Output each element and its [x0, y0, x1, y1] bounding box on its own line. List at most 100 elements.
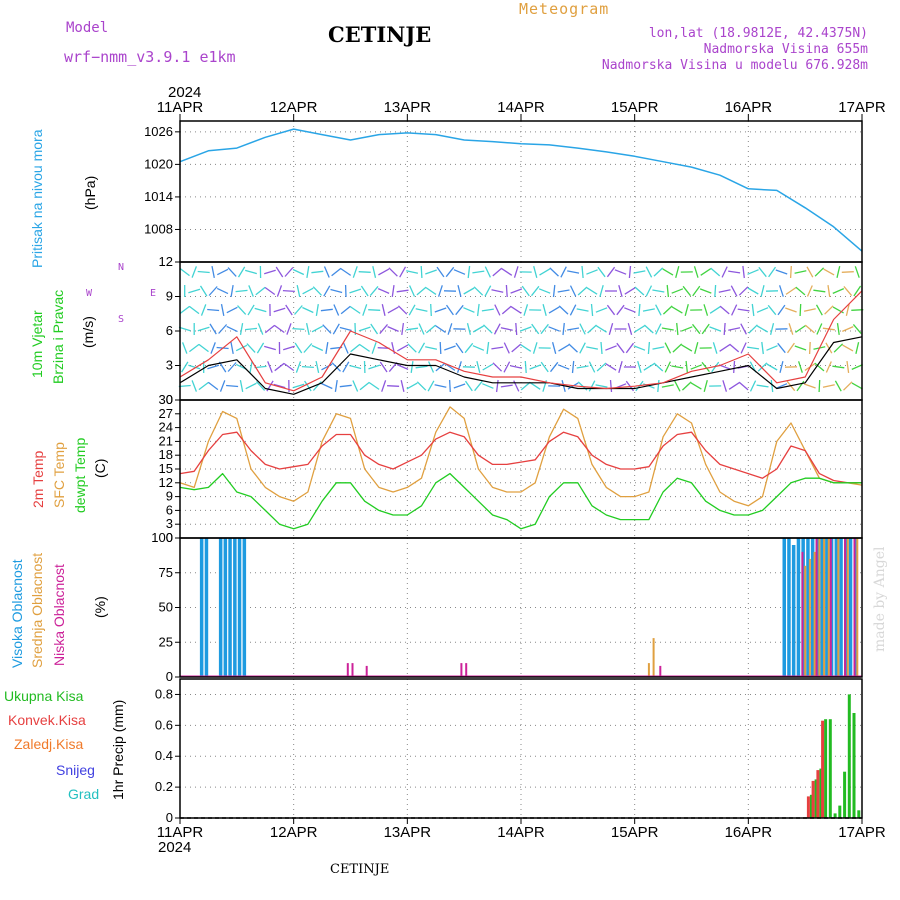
wind-barb — [476, 303, 480, 317]
wind-barb — [747, 269, 759, 275]
wind-barb — [515, 322, 518, 336]
wind-barb — [219, 380, 226, 392]
wind-barb — [524, 360, 527, 374]
wind-barb — [642, 308, 655, 312]
x-tick-label-top: 12APR — [270, 99, 318, 116]
wind-barb — [226, 306, 238, 314]
wind-barb — [492, 362, 503, 372]
wind-barb — [851, 382, 863, 390]
conv-precip-bar — [806, 796, 810, 818]
wind-barb — [368, 309, 381, 311]
wind-barb — [680, 326, 693, 332]
wind-barb — [569, 285, 577, 297]
wind-barb — [538, 288, 551, 294]
wind-barb — [358, 326, 371, 332]
wind-barb — [609, 379, 613, 393]
low-cloud-bar — [365, 665, 368, 677]
wind-barb — [406, 382, 418, 390]
wind-barb — [832, 365, 845, 369]
wind-barb — [453, 383, 466, 389]
station-title: CETINJE — [328, 22, 432, 47]
wind-barb — [834, 380, 842, 392]
wind-barb — [712, 342, 718, 354]
wind-barb — [703, 380, 708, 392]
wind-barb — [588, 361, 596, 373]
wind-barb — [652, 289, 665, 293]
wind-barb — [377, 288, 390, 294]
wind-barb — [733, 360, 736, 374]
wind-barb — [466, 323, 472, 335]
wind-barb — [627, 323, 633, 335]
y-tick-label: 9 — [166, 289, 173, 304]
total-precip-bar — [809, 794, 813, 818]
wind-barb — [655, 304, 662, 316]
y-tick-label: 21 — [159, 433, 173, 448]
wind-barb — [795, 286, 806, 296]
wind-barb — [330, 288, 343, 294]
wind-barb — [692, 285, 701, 297]
wind-barb — [633, 270, 646, 274]
wind-barb — [548, 326, 560, 332]
wind-barb — [349, 306, 361, 314]
wind-barb — [827, 285, 831, 297]
wind-barb — [340, 268, 352, 276]
wind-barb — [757, 362, 768, 372]
wind-barb — [230, 284, 234, 298]
wind-barb — [425, 324, 437, 334]
wind-barb — [209, 323, 217, 335]
wind-barb — [439, 341, 442, 355]
total-precip-bar — [857, 810, 861, 818]
wind-barb — [312, 286, 322, 296]
wind-barb — [235, 289, 248, 293]
low-cloud-bar — [853, 538, 856, 677]
wind-barb — [562, 322, 565, 336]
conv-precip-bar — [821, 720, 825, 818]
wind-barb — [248, 285, 254, 297]
wind-barb — [445, 304, 454, 316]
wind-barb — [256, 342, 265, 354]
wind-barb — [463, 307, 475, 313]
wind-barb — [198, 343, 209, 353]
wind-barb — [501, 268, 513, 276]
wind-barb — [567, 270, 580, 274]
wind-barb — [491, 289, 504, 293]
wind-barb — [296, 284, 301, 298]
wind-barb — [628, 265, 632, 279]
wind-barb — [625, 342, 635, 354]
wind-barb — [210, 342, 216, 354]
wind-barb — [816, 323, 823, 335]
wind-barb — [342, 342, 349, 354]
total-precip-bar — [847, 694, 851, 818]
wind-barb — [292, 327, 305, 331]
high-cloud-bar — [806, 538, 810, 677]
wind-barb — [721, 266, 728, 278]
wind-barb — [549, 267, 559, 277]
wind-barb — [806, 266, 814, 278]
precip-legend-conv: Konvek.Kisa — [8, 712, 86, 728]
wind-barb — [614, 269, 627, 275]
high-cloud-bar — [825, 538, 829, 677]
wind-barb — [815, 304, 823, 316]
wind-barb — [532, 342, 538, 354]
wind-barb — [836, 323, 840, 335]
wind-barb — [655, 323, 662, 335]
wind-barb — [662, 268, 674, 276]
wind-barb — [200, 304, 207, 316]
wind-barb — [217, 268, 229, 276]
wind-barb — [448, 379, 451, 393]
wind-barb — [637, 361, 642, 373]
wind-barb — [846, 361, 850, 373]
wind-barb — [254, 365, 267, 369]
wind-barb — [549, 361, 559, 373]
y-tick-label: 18 — [159, 447, 173, 462]
y-tick-label: 27 — [159, 406, 173, 421]
wind-barb — [430, 303, 432, 317]
wind-barb — [379, 323, 388, 335]
low-cloud-bar — [815, 538, 818, 677]
wind-barb — [467, 265, 471, 279]
mid-cloud-bar — [837, 538, 840, 677]
wind-barb — [671, 306, 683, 314]
wind-barb — [854, 266, 860, 278]
y-tick-label: 0.2 — [155, 779, 173, 794]
